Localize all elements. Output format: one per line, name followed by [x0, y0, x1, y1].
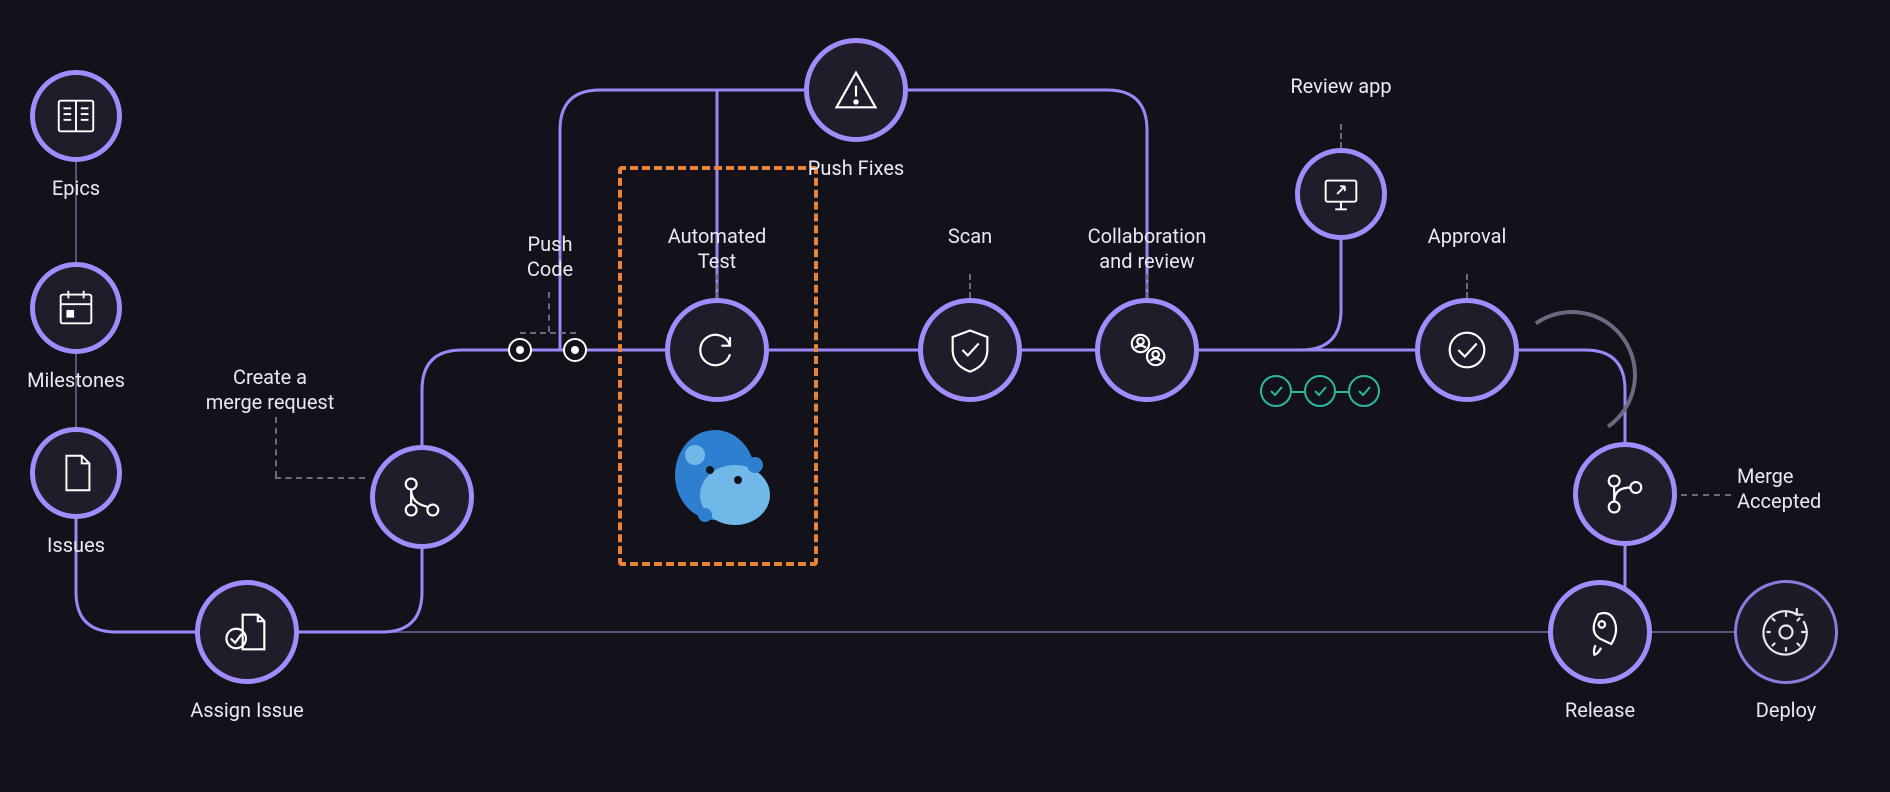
label-deploy: Deploy — [1686, 698, 1886, 723]
push-code-dot — [508, 338, 532, 362]
label-release: Release — [1500, 698, 1700, 723]
node-scan — [918, 298, 1022, 402]
label-milestones: Milestones — [0, 368, 176, 393]
label-autotest: Automated Test — [607, 224, 827, 274]
calendar-icon — [53, 285, 99, 331]
pipeline-check-icon — [1348, 375, 1380, 407]
node-release — [1548, 580, 1652, 684]
node-issues — [30, 427, 122, 519]
branch-icon — [1599, 468, 1651, 520]
warn-icon — [830, 64, 882, 116]
push-code-dot — [563, 338, 587, 362]
label-approval: Approval — [1357, 224, 1577, 249]
rocket-icon — [1574, 606, 1626, 658]
node-milestones — [30, 262, 122, 354]
label-pushfixes: Push Fixes — [756, 156, 956, 181]
check-icon — [1441, 324, 1493, 376]
label-collab: Collaboration and review — [1037, 224, 1257, 274]
pipeline-check-icon — [1260, 375, 1292, 407]
label-reviewapp: Review app — [1231, 74, 1451, 99]
node-collab — [1095, 298, 1199, 402]
approval-progress-arc — [1497, 300, 1648, 451]
merge-icon — [396, 471, 448, 523]
assign-icon — [221, 606, 273, 658]
doc-icon — [53, 450, 99, 496]
node-assign — [195, 580, 299, 684]
label-merge: Merge Accepted — [1737, 464, 1890, 514]
node-mr — [370, 445, 474, 549]
label-issues: Issues — [0, 533, 176, 558]
mascot-illustration — [660, 420, 790, 544]
node-deploy — [1734, 580, 1838, 684]
monitor-icon — [1318, 171, 1364, 217]
shield-icon — [944, 324, 996, 376]
label-assign: Assign Issue — [147, 698, 347, 723]
gear-icon — [1760, 606, 1812, 658]
node-pushfixes — [804, 38, 908, 142]
node-merge — [1573, 442, 1677, 546]
push-code-connector — [548, 292, 550, 332]
people-icon — [1121, 324, 1173, 376]
node-approval — [1415, 298, 1519, 402]
label-mr: Create a merge request — [180, 365, 360, 415]
label-pushcode: Push Code — [510, 232, 590, 282]
pipeline-check-icon — [1304, 375, 1336, 407]
node-epics — [30, 70, 122, 162]
label-epics: Epics — [0, 176, 176, 201]
book-icon — [53, 93, 99, 139]
